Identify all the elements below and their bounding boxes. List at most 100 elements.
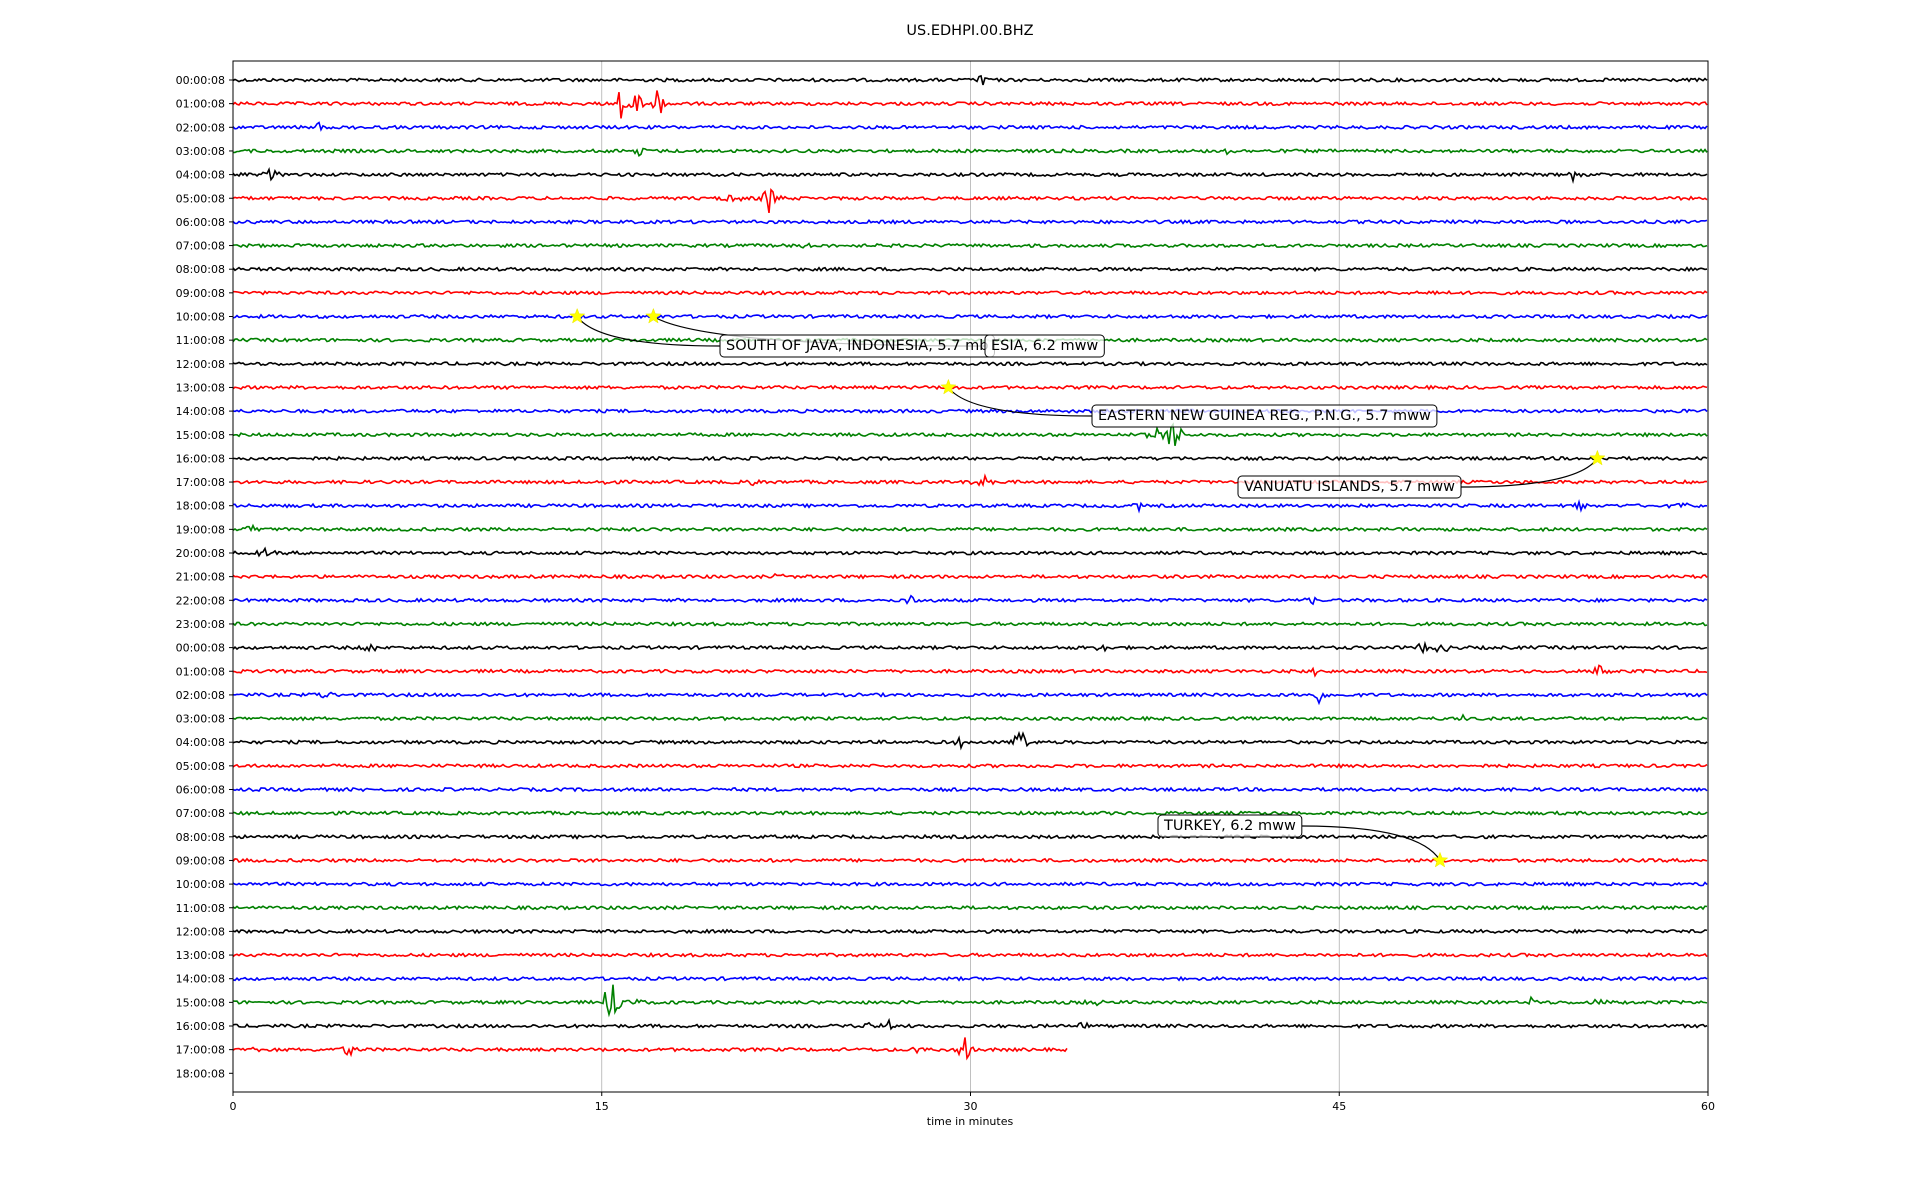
y-tick-labels: 00:00:08 01:00:08 02:00:08 03:00:08 04:00:08… xyxy=(176,74,233,1080)
trace-line xyxy=(232,499,1708,514)
trace-line xyxy=(232,833,1708,840)
y-tick-label: 21:00:08 xyxy=(176,571,225,584)
trace-line xyxy=(232,384,1708,391)
event-annotation: SOUTH OF JAVA, INDONESIA, 5.7 mb xyxy=(719,334,995,358)
event-connector xyxy=(576,316,721,347)
y-tick-label: 15:00:08 xyxy=(176,996,225,1009)
trace-line xyxy=(232,810,1708,817)
event-label: VANUATU ISLANDS, 5.7 mww xyxy=(1244,479,1455,495)
y-tick-label: 14:00:08 xyxy=(176,973,225,986)
trace-line xyxy=(232,360,1708,367)
trace-line xyxy=(232,121,1708,132)
event-annotation: EASTERN NEW GUINEA REG., P.N.G., 5.7 mww xyxy=(1091,404,1438,428)
x-axis-label: time in minutes xyxy=(927,1115,1014,1128)
chart-title: US.EDHPI.00.BHZ xyxy=(906,23,1033,39)
y-tick-label: 06:00:08 xyxy=(176,216,225,229)
x-ticks: 0 15 30 45 60 xyxy=(230,1092,1715,1113)
y-tick-label: 11:00:08 xyxy=(176,902,225,915)
trace-line xyxy=(232,691,1708,706)
y-tick-label: 13:00:08 xyxy=(176,949,225,962)
event-label: ESIA, 6.2 mww xyxy=(991,338,1098,354)
event-star-marker xyxy=(645,307,662,324)
y-tick-label: 13:00:08 xyxy=(176,381,225,394)
y-tick-label: 17:00:08 xyxy=(176,476,225,489)
event-connector xyxy=(1301,825,1441,861)
y-tick-label: 03:00:08 xyxy=(176,713,225,726)
y-tick-label: 02:00:08 xyxy=(176,121,225,134)
y-tick-label: 16:00:08 xyxy=(176,452,225,465)
event-star-marker xyxy=(940,378,957,395)
y-tick-label: 04:00:08 xyxy=(176,169,225,182)
trace-line xyxy=(232,422,1708,446)
y-tick-label: 11:00:08 xyxy=(176,334,225,347)
x-tick-label: 30 xyxy=(964,1100,978,1113)
event-label: SOUTH OF JAVA, INDONESIA, 5.7 mb xyxy=(726,338,988,354)
event-label-box xyxy=(1157,814,1303,838)
trace-line xyxy=(232,640,1708,655)
y-tick-label: 10:00:08 xyxy=(176,311,225,324)
x-tick-label: 60 xyxy=(1701,1100,1715,1113)
y-tick-label: 00:00:08 xyxy=(176,642,225,655)
y-tick-label: 23:00:08 xyxy=(176,618,225,631)
trace-line xyxy=(232,594,1708,606)
trace-line xyxy=(232,455,1708,462)
trace-line xyxy=(232,762,1708,769)
trace-line xyxy=(233,289,1708,296)
event-annotation: TURKEY, 6.2 mww xyxy=(1157,814,1303,838)
y-tick-label: 14:00:08 xyxy=(176,405,225,418)
event-annotation: VANUATU ISLANDS, 5.7 mww xyxy=(1237,475,1462,499)
trace-line xyxy=(232,881,1708,887)
y-tick-label: 00:00:08 xyxy=(176,74,225,87)
trace-line xyxy=(232,187,1708,214)
trace-line xyxy=(232,266,1708,273)
trace-line xyxy=(232,572,1708,580)
y-tick-label: 01:00:08 xyxy=(176,665,225,678)
trace-line xyxy=(232,1037,1068,1061)
y-tick-label: 22:00:08 xyxy=(176,594,225,607)
event-star-marker xyxy=(1431,851,1449,868)
trace-line xyxy=(232,546,1708,558)
trace-line xyxy=(232,786,1708,793)
event-label: TURKEY, 6.2 mww xyxy=(1163,818,1296,834)
trace-line xyxy=(232,620,1708,627)
trace-line xyxy=(232,664,1708,678)
y-tick-label: 19:00:08 xyxy=(176,523,225,536)
y-tick-label: 05:00:08 xyxy=(176,760,225,773)
plot-frame xyxy=(232,60,1709,1093)
trace-line xyxy=(232,984,1708,1018)
trace-line xyxy=(232,857,1708,864)
trace-line xyxy=(232,74,1708,86)
x-tick-label: 0 xyxy=(230,1100,237,1113)
y-tick-label: 05:00:08 xyxy=(176,192,225,205)
event-label-box xyxy=(984,334,1105,358)
event-label-box xyxy=(1237,475,1462,499)
trace-line xyxy=(232,167,1708,185)
event-label: EASTERN NEW GUINEA REG., P.N.G., 5.7 mww xyxy=(1098,408,1431,424)
event-connector xyxy=(947,387,1093,417)
event-annotation: ESIA, 6.2 mww xyxy=(984,334,1105,358)
trace-line xyxy=(232,713,1708,722)
trace-line xyxy=(232,218,1708,225)
trace-line xyxy=(232,313,1708,320)
y-tick-label: 04:00:08 xyxy=(176,736,225,749)
y-tick-label: 03:00:08 xyxy=(176,145,225,158)
y-tick-label: 15:00:08 xyxy=(176,429,225,442)
trace-line xyxy=(232,473,1708,488)
event-annotations: SOUTH OF JAVA, INDONESIA, 5.7 mb ESIA, 6.… xyxy=(568,307,1606,868)
y-tick-label: 07:00:08 xyxy=(176,240,225,253)
trace-line xyxy=(232,928,1708,935)
y-tick-label: 16:00:08 xyxy=(176,1020,225,1033)
y-tick-label: 09:00:08 xyxy=(176,854,225,867)
x-tick-label: 45 xyxy=(1332,1100,1346,1113)
y-tick-label: 18:00:08 xyxy=(176,1067,225,1080)
trace-line xyxy=(232,1017,1708,1031)
trace-line xyxy=(232,408,1708,414)
y-tick-label: 10:00:08 xyxy=(176,878,225,891)
event-label-box xyxy=(1091,404,1438,428)
y-tick-label: 12:00:08 xyxy=(176,925,225,938)
trace-line xyxy=(232,975,1708,982)
y-tick-label: 06:00:08 xyxy=(176,784,225,797)
y-tick-label: 08:00:08 xyxy=(176,831,225,844)
trace-line xyxy=(232,90,1708,119)
